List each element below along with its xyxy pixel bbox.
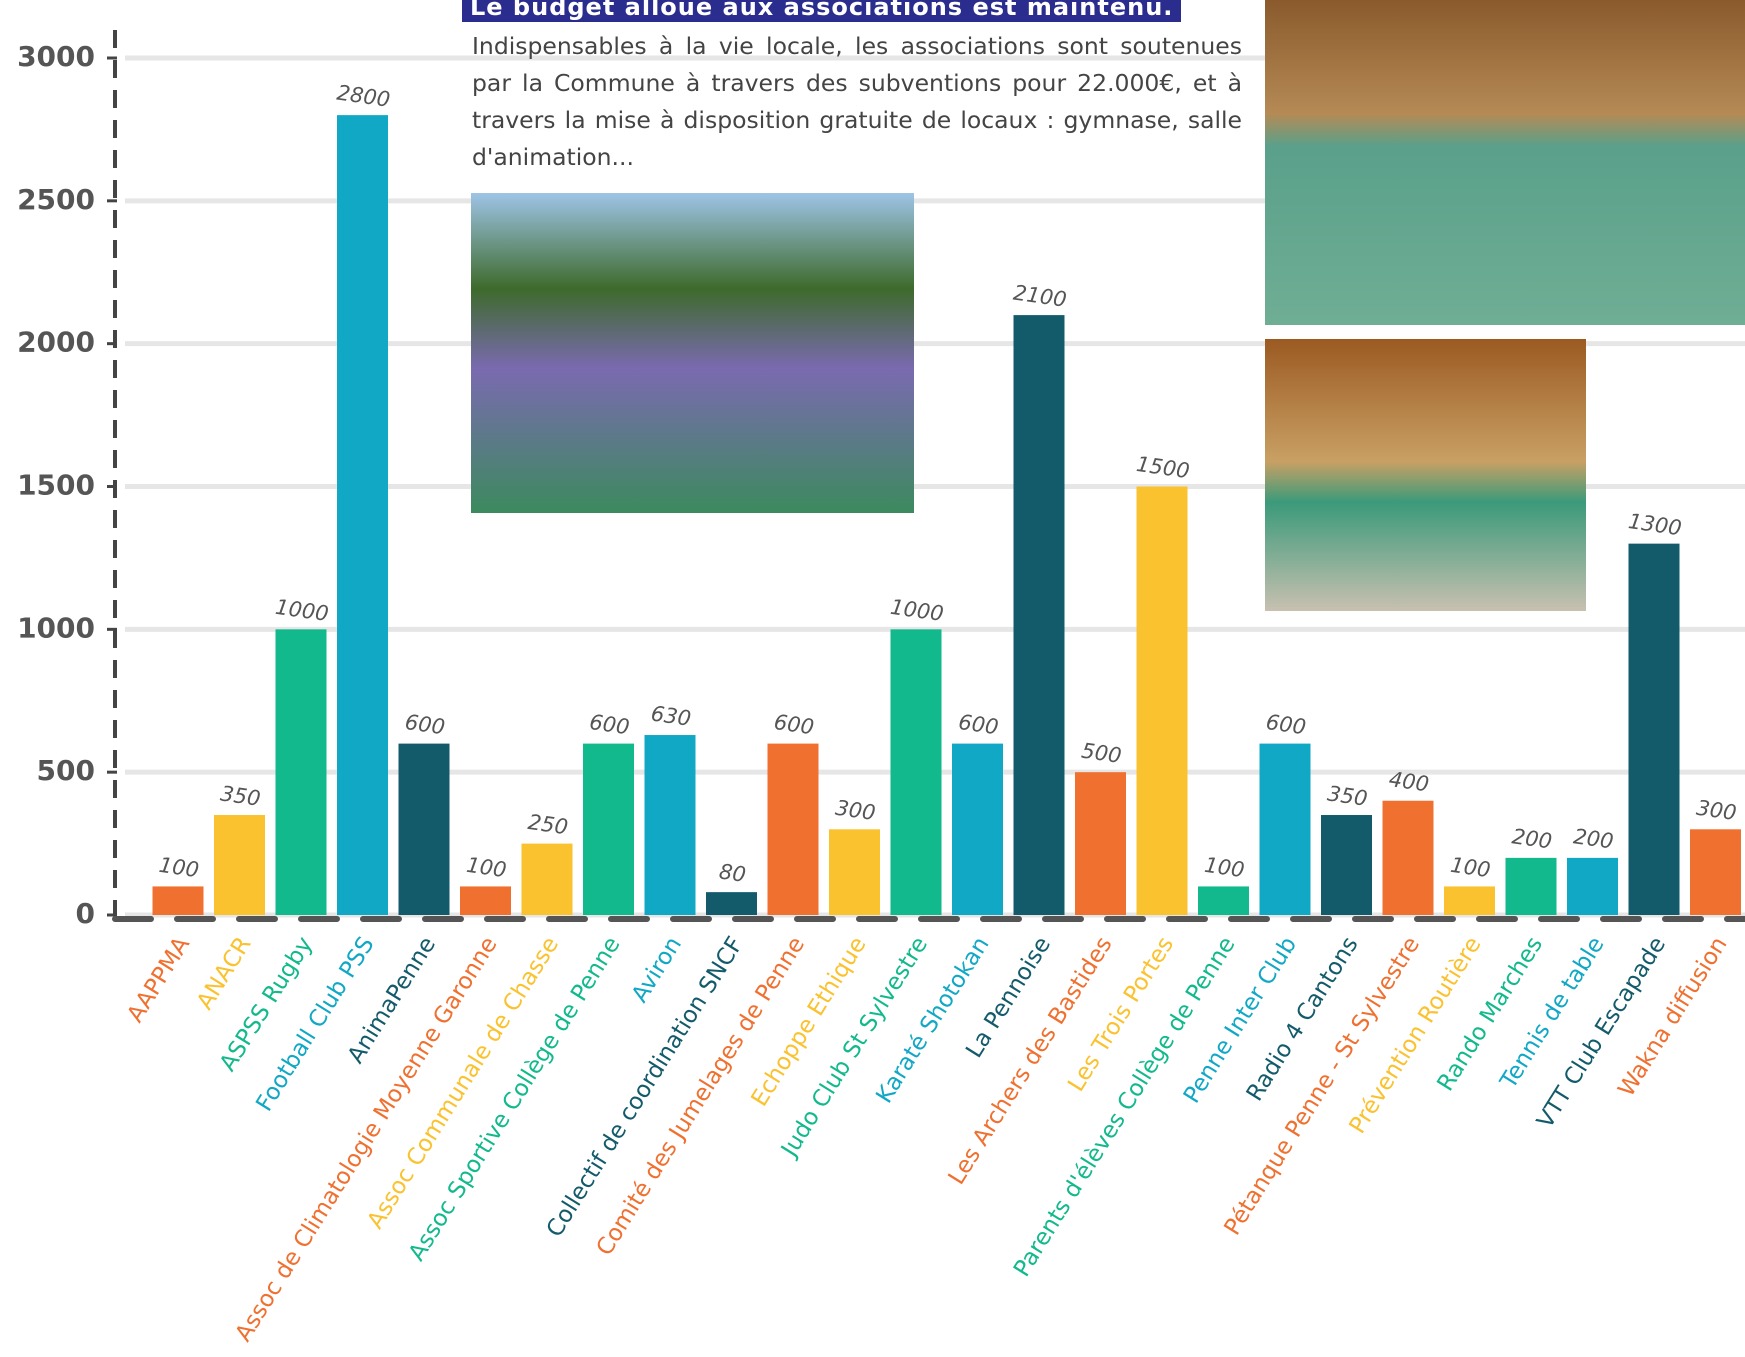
y-tick-label: 2500	[17, 183, 95, 216]
value-label: 200	[1510, 824, 1553, 853]
bar	[1260, 744, 1311, 915]
value-label: 350	[219, 781, 262, 810]
value-label: 600	[957, 710, 1000, 739]
bar	[1198, 886, 1249, 915]
photo-volleyball	[1265, 339, 1586, 611]
bar	[1321, 815, 1372, 915]
bar	[1075, 772, 1126, 915]
bar	[399, 744, 450, 915]
bar	[1383, 801, 1434, 915]
bar	[645, 735, 696, 915]
bar	[1629, 544, 1680, 915]
bar	[706, 892, 757, 915]
bar	[276, 629, 327, 915]
headline: Le budget alloué aux associations est ma…	[462, 0, 1181, 22]
bar	[1567, 858, 1618, 915]
value-label: 1000	[889, 595, 945, 626]
value-label: 600	[772, 710, 815, 739]
bar	[460, 886, 511, 915]
chart: 0 500 1000 1500 2000 2500 3000 100 AAPPMA 350 ANA…	[0, 0, 1745, 1357]
page: 0 500 1000 1500 2000 2500 3000 100 AAPPMA 350 ANA…	[0, 0, 1745, 1357]
bar	[1444, 886, 1495, 915]
value-label: 250	[526, 810, 569, 839]
y-tick-label: 1000	[17, 611, 95, 644]
x-tick-label: Penne Inter Club	[1179, 932, 1302, 1108]
value-label: 300	[1695, 796, 1738, 825]
value-label: 1300	[1627, 509, 1683, 540]
value-label: 100	[157, 853, 200, 882]
value-label: 2800	[335, 81, 391, 112]
value-label: 300	[834, 796, 877, 825]
x-tick-label: Echoppe Ethique	[747, 932, 872, 1111]
value-label: 2100	[1012, 281, 1068, 312]
y-tick-label: 500	[37, 754, 95, 787]
bar	[153, 886, 204, 915]
value-label: 100	[1203, 853, 1246, 882]
bar	[829, 829, 880, 915]
x-tick-label: ANACR	[192, 932, 257, 1014]
y-tick-label: 1500	[17, 469, 95, 502]
value-label: 100	[1449, 853, 1492, 882]
value-label: 1000	[274, 595, 330, 626]
bar	[1137, 487, 1188, 916]
value-label: 80	[718, 859, 748, 886]
value-label: 600	[403, 710, 446, 739]
value-label: 600	[1264, 710, 1307, 739]
bar	[1690, 829, 1741, 915]
bar	[1506, 858, 1557, 915]
value-label: 400	[1387, 767, 1430, 796]
value-label: 350	[1326, 781, 1369, 810]
value-label: 1500	[1135, 452, 1191, 483]
y-tick-label: 2000	[17, 326, 95, 359]
x-tick-label: Karaté Shotokan	[871, 932, 994, 1108]
bar	[214, 815, 265, 915]
x-tick-label: Football Club PSS	[251, 932, 379, 1116]
value-label: 630	[649, 701, 692, 730]
photo-tennis	[471, 193, 914, 513]
bar	[768, 744, 819, 915]
x-tick-label: Aviron	[627, 932, 687, 1007]
x-tick-label: AAPPMA	[122, 932, 195, 1027]
value-label: 200	[1572, 824, 1615, 853]
bar	[952, 744, 1003, 915]
value-label: 100	[465, 853, 508, 882]
paragraph: Indispensables à la vie locale, les asso…	[472, 28, 1242, 176]
photo-badminton	[1265, 0, 1745, 325]
bar	[583, 744, 634, 915]
value-label: 600	[588, 710, 631, 739]
bar	[337, 115, 388, 915]
bar	[891, 629, 942, 915]
y-tick-label: 3000	[17, 40, 95, 73]
bar	[1014, 315, 1065, 915]
value-label: 500	[1080, 739, 1123, 768]
y-tick-label: 0	[76, 897, 95, 930]
x-tick-label: Wakna diffusion	[1614, 932, 1733, 1101]
bar	[522, 844, 573, 915]
x-tick-label: Radio 4 Cantons	[1242, 932, 1364, 1105]
